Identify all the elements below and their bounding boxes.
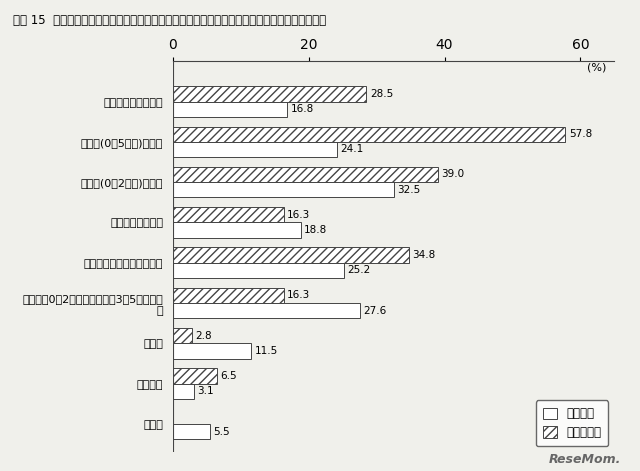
Text: 32.5: 32.5	[397, 185, 420, 195]
Text: 16.3: 16.3	[287, 210, 310, 220]
Bar	[173, 328, 192, 343]
Text: 16.3: 16.3	[287, 291, 310, 300]
Text: 11.5: 11.5	[254, 346, 278, 356]
Text: ReseMom.: ReseMom.	[548, 453, 621, 466]
Text: 25.2: 25.2	[348, 265, 371, 276]
Legend: 施設調査, 保護者調査: 施設調査, 保護者調査	[536, 400, 609, 446]
Text: (%): (%)	[588, 62, 607, 72]
Bar	[173, 368, 217, 384]
Bar	[173, 127, 566, 142]
Text: 39.0: 39.0	[441, 170, 464, 179]
Text: 図表 15  保育所の待機児童を減らすために必要な施策＜複数回答＞　［施設調査、保護者調査］: 図表 15 保育所の待機児童を減らすために必要な施策＜複数回答＞ ［施設調査、保…	[13, 14, 326, 27]
Bar	[173, 424, 210, 439]
Text: 3.1: 3.1	[197, 386, 214, 396]
Text: 18.8: 18.8	[304, 225, 327, 235]
Bar	[173, 102, 287, 117]
Bar	[173, 142, 337, 157]
Text: 28.5: 28.5	[370, 89, 393, 99]
Bar	[173, 384, 194, 399]
Bar	[173, 86, 367, 102]
Text: 2.8: 2.8	[195, 331, 212, 341]
Text: 34.8: 34.8	[413, 250, 436, 260]
Text: 6.5: 6.5	[220, 371, 237, 381]
Text: 16.8: 16.8	[291, 104, 314, 114]
Bar	[173, 207, 284, 222]
Bar	[173, 303, 360, 318]
Bar	[173, 182, 394, 197]
Text: 27.6: 27.6	[364, 306, 387, 316]
Bar	[173, 288, 284, 303]
Text: 5.5: 5.5	[214, 427, 230, 437]
Text: 57.8: 57.8	[569, 129, 592, 139]
Bar	[173, 167, 438, 182]
Bar	[173, 343, 251, 358]
Bar	[173, 263, 344, 278]
Bar	[173, 247, 409, 263]
Bar	[173, 222, 301, 238]
Text: 24.1: 24.1	[340, 145, 363, 154]
